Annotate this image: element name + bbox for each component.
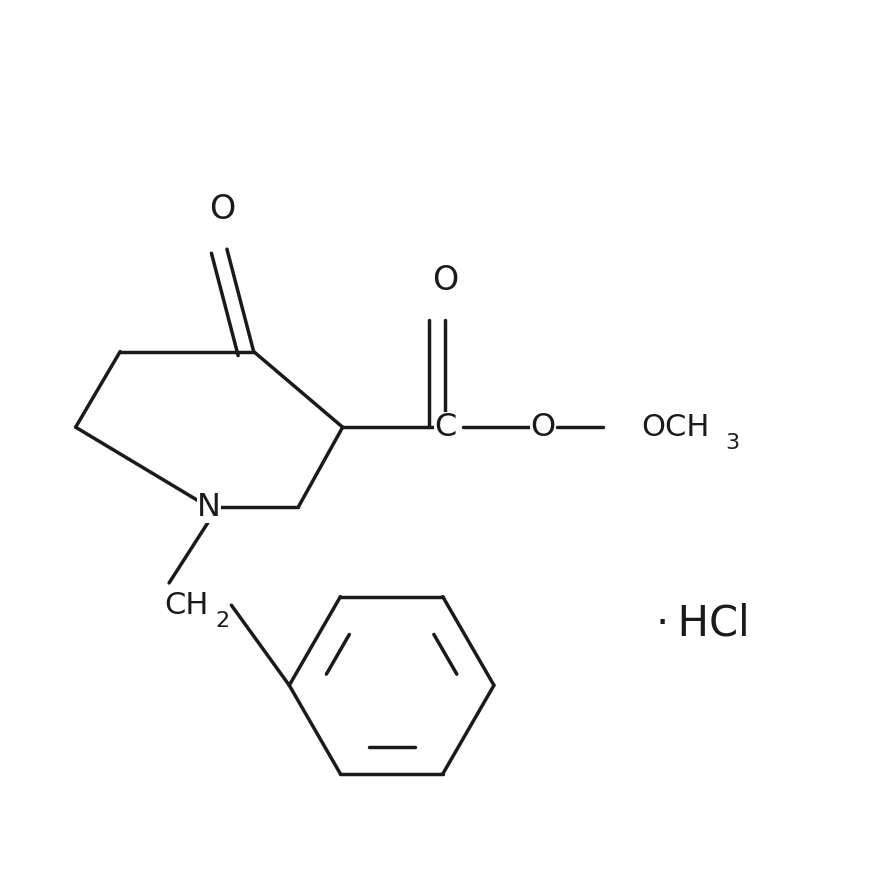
Text: OCH: OCH [641, 413, 709, 441]
Text: N: N [198, 492, 221, 522]
Text: C: C [434, 412, 457, 442]
Text: 2: 2 [215, 611, 230, 631]
Text: 3: 3 [725, 433, 740, 453]
Text: · HCl: · HCl [656, 602, 750, 644]
Text: O: O [432, 263, 458, 297]
Text: O: O [530, 412, 555, 442]
Text: O: O [209, 192, 236, 226]
Text: CH: CH [165, 591, 209, 619]
